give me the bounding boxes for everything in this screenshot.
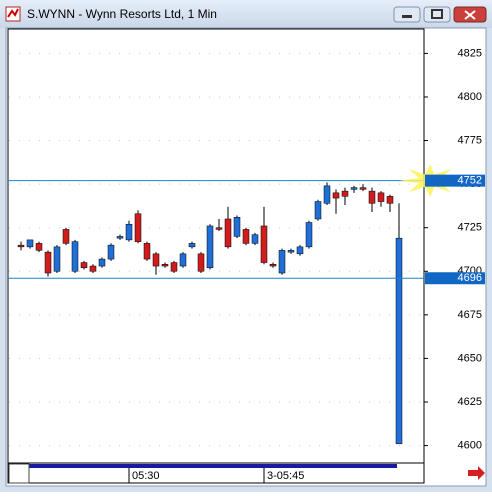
price-level-label: 4752 xyxy=(458,175,482,187)
maximize-glyph xyxy=(431,9,443,19)
y-tick-label: 4775 xyxy=(458,134,482,146)
y-tick-label: 4650 xyxy=(458,352,482,364)
candle-body xyxy=(71,241,79,272)
candle-body xyxy=(89,265,97,272)
candle-body xyxy=(368,190,376,204)
price-level-label: 4696 xyxy=(458,272,482,284)
candle-body xyxy=(116,236,124,239)
candle-body xyxy=(359,187,367,190)
candle-body xyxy=(44,251,52,274)
y-tick-label: 4825 xyxy=(458,47,482,59)
price-level-tag xyxy=(425,174,485,187)
candle-body xyxy=(224,218,232,248)
scroll-right-button[interactable] xyxy=(468,466,485,480)
candle-body xyxy=(269,264,277,267)
candle-body xyxy=(152,253,160,267)
candle-body xyxy=(314,201,322,220)
candle-body xyxy=(170,262,178,272)
candle-body xyxy=(260,225,268,263)
candle-body xyxy=(215,227,223,230)
y-tick-label: 4800 xyxy=(458,91,482,103)
candle-body xyxy=(188,243,196,248)
minimize-glyph xyxy=(402,15,412,18)
scroll-track xyxy=(9,464,397,468)
close-glyph xyxy=(464,10,476,20)
candle-body xyxy=(278,250,286,274)
candle-body xyxy=(305,222,313,248)
candle-body xyxy=(17,244,25,248)
maximize-button[interactable] xyxy=(423,6,451,23)
chart: 4600462546504675470047254750477548004825… xyxy=(8,47,485,483)
candle-body xyxy=(197,253,205,272)
candle-body xyxy=(386,196,394,204)
candle-body xyxy=(125,223,133,241)
candle-body xyxy=(98,258,106,267)
candle-body xyxy=(107,244,115,260)
candle-body xyxy=(287,250,295,253)
candle-body xyxy=(350,187,358,190)
candle-body xyxy=(242,229,250,244)
price-level-tag xyxy=(425,272,485,285)
candle-body xyxy=(251,234,259,244)
app-icon-glyph xyxy=(7,8,19,18)
minimize-button[interactable] xyxy=(393,6,421,23)
candle-body xyxy=(296,246,304,255)
candle-body xyxy=(377,192,385,202)
y-tick-label: 4625 xyxy=(458,396,482,408)
candle-body xyxy=(35,243,43,251)
candle-body xyxy=(395,237,403,445)
candle-body xyxy=(80,262,88,269)
window-title: S.WYNN - Wynn Resorts Ltd, 1 Min xyxy=(27,7,217,21)
plot-area xyxy=(7,28,425,464)
candle-body xyxy=(323,185,331,204)
candle-body xyxy=(233,216,241,237)
candle-body xyxy=(161,264,169,267)
candle-body xyxy=(134,213,142,242)
candle-body xyxy=(179,253,187,267)
candle-body xyxy=(341,190,349,197)
y-tick-label: 4725 xyxy=(458,222,482,234)
candle-body xyxy=(26,239,34,248)
y-tick-label: 4600 xyxy=(458,439,482,451)
scroll-thumb[interactable] xyxy=(8,463,30,484)
y-tick-label: 4675 xyxy=(458,309,482,321)
candle-body xyxy=(53,246,61,272)
x-tick-label: 3-05:45 xyxy=(267,470,304,482)
candle-body xyxy=(332,192,340,199)
candle-body xyxy=(206,225,214,269)
candle-body xyxy=(62,229,70,244)
candle-body xyxy=(143,243,151,260)
x-tick-label: 05:30 xyxy=(132,470,160,482)
